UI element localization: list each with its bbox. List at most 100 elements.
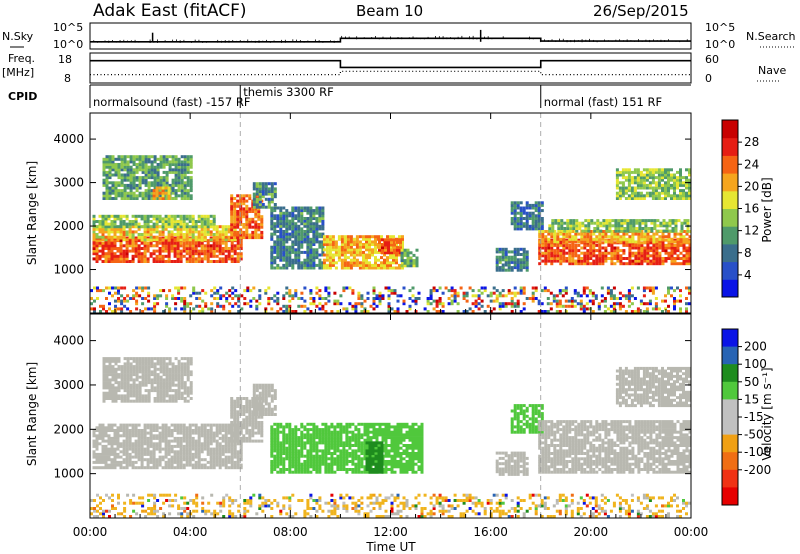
power-cell [661, 249, 665, 253]
power-cell [192, 289, 196, 293]
power-cell [516, 266, 520, 270]
velocity-cell [164, 463, 168, 467]
power-cell [138, 178, 142, 182]
power-cell [568, 249, 572, 253]
power-cell [101, 227, 105, 231]
power-cell [111, 165, 115, 169]
power-cell [257, 212, 261, 216]
power-cell [577, 238, 581, 242]
power-cell [185, 235, 189, 239]
power-cell [604, 257, 608, 260]
power-cell [135, 168, 139, 172]
power-cell [365, 235, 368, 239]
power-cell [255, 200, 259, 204]
power-cell [654, 191, 658, 195]
power-cell [174, 160, 178, 164]
power-cell [95, 260, 99, 263]
power-cell [639, 176, 643, 180]
power-cell [492, 299, 496, 303]
power-cell [568, 259, 572, 263]
velocity-cell [137, 458, 141, 462]
power-cell [147, 170, 151, 174]
power-cell [288, 263, 292, 267]
power-cell [186, 183, 190, 187]
power-cell [110, 249, 114, 253]
power-cell [224, 241, 228, 245]
power-cell [582, 286, 586, 290]
power-cell [504, 250, 508, 254]
power-cell [183, 181, 187, 185]
power-cell [624, 294, 628, 298]
power-cell [132, 178, 136, 182]
power-cell [92, 241, 96, 245]
velocity-cell [185, 447, 189, 451]
power-cell [279, 248, 283, 252]
velocity-cell [176, 423, 180, 427]
velocity-cell [161, 434, 165, 438]
power-cell [110, 238, 114, 242]
velocity-cell [179, 452, 183, 456]
power-cell [685, 249, 689, 253]
power-cell [303, 261, 307, 265]
power-cell [224, 247, 228, 250]
power-cell [228, 294, 232, 298]
power-cell [297, 235, 301, 239]
power-cell [107, 214, 111, 218]
power-cell [318, 261, 322, 265]
power-cell [288, 235, 292, 239]
power-cell [372, 299, 376, 303]
power-cell [125, 260, 129, 263]
power-cell [667, 243, 671, 247]
power-cell [159, 163, 163, 166]
velocity-cell [182, 444, 186, 448]
power-cell [258, 205, 262, 209]
power-cell [267, 182, 271, 186]
power-cell [294, 214, 298, 218]
power-cell [588, 299, 592, 303]
power-cell [654, 304, 658, 308]
power-cell [270, 253, 274, 257]
power-cell [318, 307, 322, 311]
power-cell [559, 257, 563, 260]
velocity-cell [110, 466, 114, 470]
power-cell [117, 168, 121, 172]
power-cell [141, 194, 145, 198]
velocity-cell [185, 460, 189, 464]
power-cell [110, 227, 114, 231]
power-cell [337, 256, 341, 260]
power-cell [294, 258, 298, 262]
power-cell [525, 227, 529, 231]
power-cell [661, 189, 664, 193]
velocity-cell [161, 466, 165, 470]
power-cell [108, 155, 112, 159]
power-cell [153, 307, 157, 311]
power-cell [624, 176, 628, 180]
power-cell [516, 247, 520, 251]
velocity-cell [92, 466, 96, 470]
power-cell [644, 229, 648, 233]
velocity-cell [140, 450, 144, 454]
velocity-cell [188, 455, 192, 459]
power-cell [177, 297, 181, 300]
power-cell [221, 247, 225, 250]
power-cell [179, 249, 183, 253]
power-cell [179, 241, 183, 245]
power-cell [111, 286, 114, 290]
power-cell [634, 259, 638, 263]
power-cell [216, 302, 220, 306]
velocity-cell [128, 423, 132, 427]
power-cell [92, 244, 96, 248]
velocity-cell [194, 426, 198, 430]
power-cell [483, 310, 487, 313]
power-cell [258, 187, 262, 191]
power-cell [285, 240, 289, 244]
power-cell [285, 307, 289, 311]
velocity-cell [140, 431, 144, 435]
power-cell [519, 214, 523, 218]
power-cell [309, 227, 313, 231]
power-cell [146, 230, 150, 234]
power-cell [349, 263, 353, 267]
power-cell [239, 241, 243, 245]
power-cell [167, 214, 171, 218]
power-cell [122, 225, 126, 229]
